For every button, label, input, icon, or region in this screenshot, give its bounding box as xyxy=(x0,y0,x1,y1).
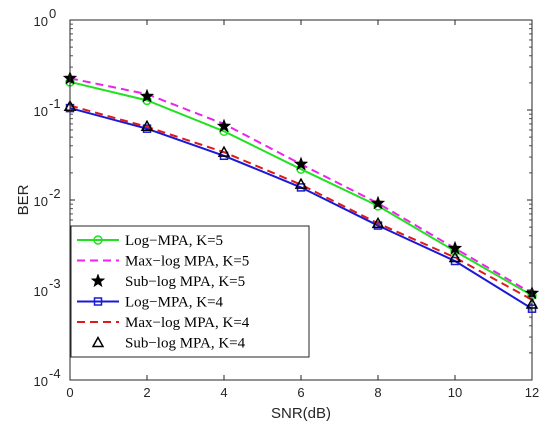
data-point-6-2 xyxy=(140,119,154,131)
legend-entry-6: Sub−log MPA, K=4 xyxy=(91,335,246,352)
y-tick-exponent: -2 xyxy=(49,186,61,201)
y-tick-label: 10 xyxy=(34,374,48,389)
legend-marker-4 xyxy=(93,297,103,306)
legend-entry-3: Sub−log MPA, K=5 xyxy=(90,273,245,290)
y-tick-exponent: -4 xyxy=(49,366,61,381)
y-tick-exponent: 0 xyxy=(49,6,56,21)
y-tick-label: 10 xyxy=(34,14,48,29)
series-5 xyxy=(69,104,533,301)
legend-label-2: Max−log MPA, K=5 xyxy=(125,254,249,270)
y-tick-label: 10 xyxy=(34,194,48,209)
data-point-3-2 xyxy=(139,88,155,103)
legend-label-5: Max−log MPA, K=4 xyxy=(125,315,250,331)
y-tick-label: 10 xyxy=(34,104,48,119)
series-layer xyxy=(62,70,540,313)
legend-label-1: Log−MPA, K=5 xyxy=(125,233,223,249)
legend-marker-3 xyxy=(90,273,106,288)
legend: Log−MPA, K=5 Max−log MPA, K=5 Sub−log MPA,… xyxy=(70,225,310,358)
legend-entry-2: Max−log MPA, K=5 xyxy=(77,254,249,270)
legend-entry-5: Max−log MPA, K=4 xyxy=(77,315,250,331)
y-tick-exponent: -3 xyxy=(49,276,61,291)
y-tick-exponent: -1 xyxy=(49,96,61,111)
data-point-3-3 xyxy=(216,118,232,133)
x-tick-label: 0 xyxy=(66,385,73,400)
legend-box xyxy=(70,225,310,358)
legend-label-3: Sub−log MPA, K=5 xyxy=(125,274,245,290)
legend-entry-4: Log−MPA, K=4 xyxy=(77,295,224,311)
x-tick-label: 6 xyxy=(297,385,304,400)
legend-label-6: Sub−log MPA, K=4 xyxy=(125,336,246,352)
data-point-6-4 xyxy=(294,177,308,189)
series-line-5 xyxy=(69,104,533,301)
x-tick-label: 2 xyxy=(143,385,150,400)
legend-entry-1: Log−MPA, K=5 xyxy=(77,233,223,249)
x-axis-label: SNR(dB) xyxy=(271,405,331,422)
legend-marker-1 xyxy=(93,235,103,245)
legend-marker-6 xyxy=(91,335,105,348)
y-tick-label: 10 xyxy=(34,284,48,299)
data-point-6-5 xyxy=(371,216,385,229)
data-point-6-3 xyxy=(217,145,231,157)
x-tick-label: 8 xyxy=(374,385,381,400)
x-tick-label: 4 xyxy=(220,385,227,400)
y-axis-label: BER xyxy=(15,184,32,215)
x-tick-label: 12 xyxy=(525,385,539,400)
data-point-3-4 xyxy=(293,156,309,171)
legend-label-4: Log−MPA, K=4 xyxy=(125,295,224,311)
data-point-6-6 xyxy=(448,250,462,263)
data-point-3-5 xyxy=(370,195,386,210)
x-tick-label: 10 xyxy=(448,385,462,400)
